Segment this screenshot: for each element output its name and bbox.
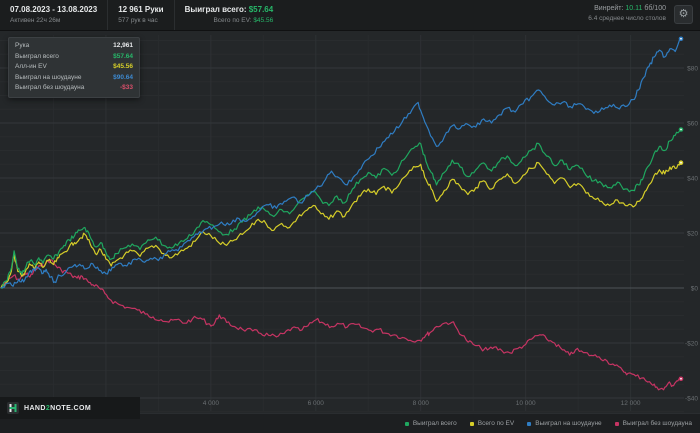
svg-text:$20: $20 (687, 231, 698, 238)
legend-dot-yellow (469, 421, 474, 426)
date-range: 07.08.2023 - 13.08.2023 (10, 5, 98, 14)
svg-text:10 000: 10 000 (516, 400, 536, 407)
ev-total: Всего по EV: $45.56 (213, 17, 274, 24)
winrate-value: 10.11 (625, 5, 643, 12)
avg-tables: 6.4 среднее число столов (588, 15, 666, 22)
winrate-block: Винрейт: 10.11 бб/100 6.4 среднее число … (580, 0, 700, 30)
active-time: Активен 22ч 26м (10, 17, 61, 24)
ev-total-value: $45.56 (253, 17, 274, 24)
svg-text:-$40: -$40 (685, 396, 698, 403)
svg-text:$0: $0 (691, 286, 699, 293)
winrate: Винрейт: 10.11 бб/100 (594, 5, 666, 12)
tooltip-row-won-total: Выиграл всего $57.64 (15, 52, 133, 60)
legend-dot-green (404, 421, 409, 426)
tooltip-row-hands: Рука 12,961 (15, 42, 133, 49)
won-total: Выиграл всего: $57.64 (184, 5, 274, 14)
date-range-block: 07.08.2023 - 13.08.2023 Активен 22ч 26м (0, 0, 107, 30)
legend-dot-blue (527, 421, 532, 426)
legend-item-showdown[interactable]: Выиграл на шоудауне (527, 420, 602, 427)
winnings-block: Выиграл всего: $57.64 Всего по EV: $45.5… (173, 0, 284, 30)
legend-item-total-ev[interactable]: Всего по EV (469, 420, 514, 427)
hands-count: 12 961 Руки (118, 5, 164, 14)
tooltip-row-showdown: Выиграл на шоудауне $90.64 (15, 73, 133, 81)
hands-block: 12 961 Руки 577 рук в час (107, 0, 173, 30)
legend-dot-pink (614, 421, 619, 426)
svg-text:6 000: 6 000 (308, 400, 325, 407)
svg-text:-$20: -$20 (685, 341, 698, 348)
tooltip-row-allin-ev: Алл-ин EV $45.56 (15, 63, 133, 70)
svg-text:12 000: 12 000 (621, 400, 641, 407)
won-total-value: $57.64 (248, 5, 274, 14)
legend-item-nonshowdown[interactable]: Выиграл без шоудауна (614, 420, 692, 427)
legend-bar: Выиграл всего Всего по EV Выиграл на шоу… (0, 413, 700, 433)
settings-gear-icon[interactable]: ⚙ (674, 5, 693, 24)
svg-text:$80: $80 (687, 66, 698, 73)
hand2note-logo: HAND2NOTE.COM (0, 397, 140, 419)
hand2note-logo-icon (7, 402, 19, 414)
svg-text:4 000: 4 000 (203, 400, 220, 407)
svg-text:$40: $40 (687, 176, 698, 183)
hover-stats-tooltip: Рука 12,961 Выиграл всего $57.64 Алл-ин … (8, 37, 140, 98)
legend-item-won-total[interactable]: Выиграл всего (404, 420, 457, 427)
svg-text:$60: $60 (687, 121, 698, 128)
header: 07.08.2023 - 13.08.2023 Активен 22ч 26м … (0, 0, 700, 31)
hands-per-hour: 577 рук в час (118, 17, 158, 24)
svg-text:8 000: 8 000 (413, 400, 430, 407)
logo-text: HAND2NOTE.COM (24, 404, 92, 412)
tooltip-row-nonshowdown: Выиграл без шоудауна -$33 (15, 84, 133, 91)
